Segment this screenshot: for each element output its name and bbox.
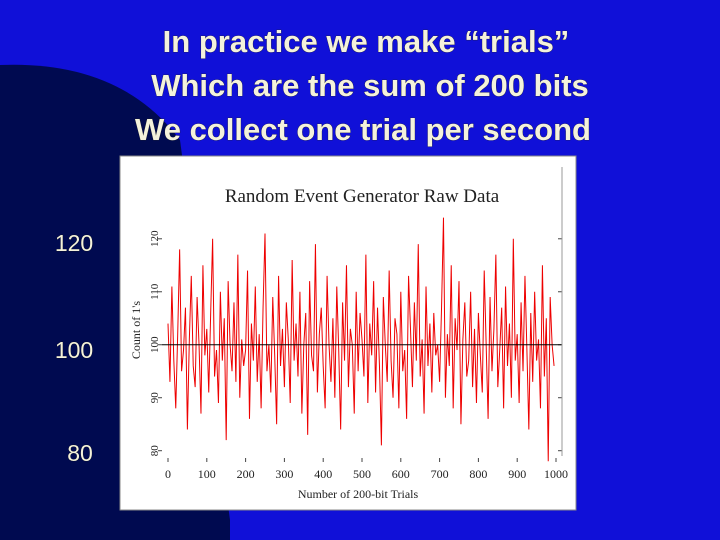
x-tick-label: 200 bbox=[237, 467, 255, 481]
slide-title-line: We collect one trial per second bbox=[135, 112, 591, 147]
y-tick-label: 100 bbox=[149, 336, 161, 353]
y-tick-label: 90 bbox=[149, 392, 161, 404]
x-tick-label: 300 bbox=[275, 467, 293, 481]
y-axis-label: Count of 1's bbox=[129, 301, 143, 359]
x-tick-label: 900 bbox=[508, 467, 526, 481]
x-tick-label: 500 bbox=[353, 467, 371, 481]
side-label: 120 bbox=[55, 230, 93, 256]
data-line bbox=[167, 217, 555, 462]
y-tick-label: 80 bbox=[149, 445, 161, 457]
x-axis-label: Number of 200-bit Trials bbox=[298, 487, 419, 501]
x-tick-label: 800 bbox=[469, 467, 487, 481]
side-label: 100 bbox=[55, 337, 93, 363]
x-tick-label: 0 bbox=[165, 467, 171, 481]
slide-title-line: Which are the sum of 200 bits bbox=[151, 68, 589, 103]
slide-title-line: In practice we make “trials” bbox=[163, 24, 570, 59]
y-tick-label: 120 bbox=[149, 230, 161, 247]
x-tick-label: 700 bbox=[431, 467, 449, 481]
chart-title: Random Event Generator Raw Data bbox=[225, 186, 500, 207]
x-tick-label: 600 bbox=[392, 467, 410, 481]
y-tick-label: 110 bbox=[149, 283, 161, 300]
side-label: 80 bbox=[67, 440, 93, 466]
x-tick-label: 1000 bbox=[544, 467, 568, 481]
x-tick-label: 400 bbox=[314, 467, 332, 481]
x-tick-label: 100 bbox=[198, 467, 216, 481]
